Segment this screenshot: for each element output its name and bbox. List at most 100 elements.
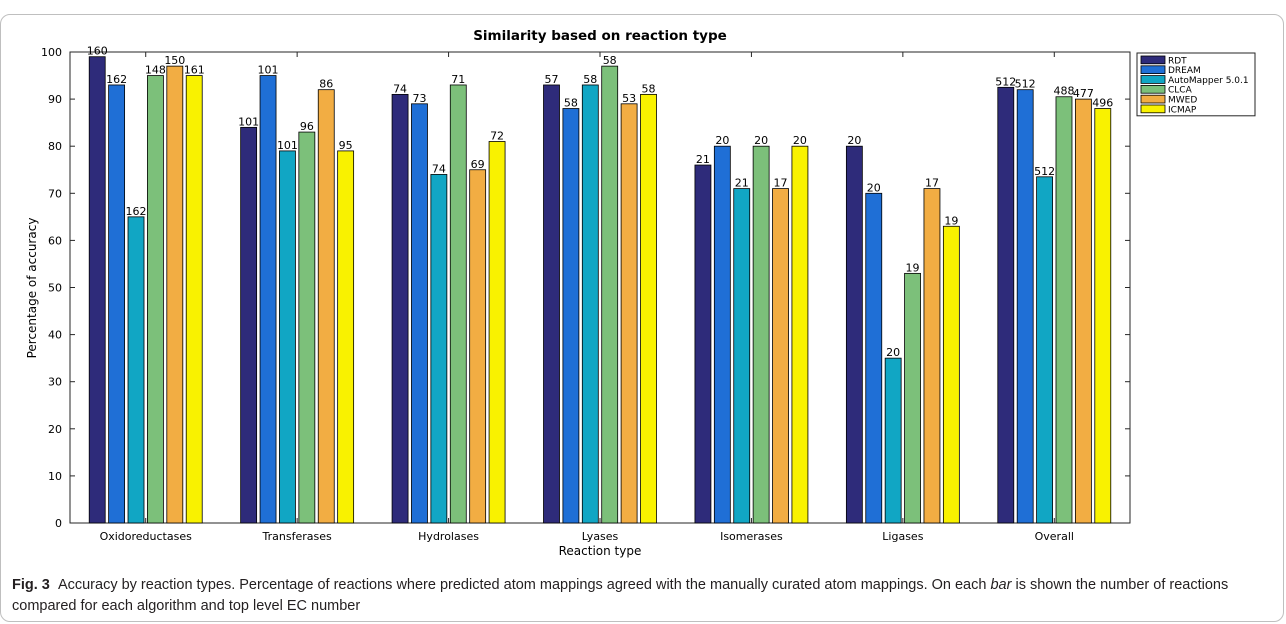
x-axis-label: Reaction type — [559, 544, 642, 558]
bar — [259, 75, 277, 524]
x-tick-label: Overall — [1035, 530, 1074, 543]
bar-data-label: 74 — [393, 82, 407, 95]
caption-text: Accuracy by reaction types. Percentage o… — [57, 577, 991, 593]
bar-data-label: 96 — [300, 120, 314, 133]
legend-entry-label: RDT — [1168, 56, 1187, 66]
caption-italic-word: bar — [990, 577, 1012, 593]
bar — [337, 150, 355, 524]
bar-data-label: 161 — [184, 64, 205, 77]
bar — [845, 145, 863, 524]
x-tick-label: Lyases — [582, 530, 619, 543]
bar — [147, 75, 164, 524]
bar — [601, 65, 619, 524]
legend-entry-label: AutoMapper 5.0.1 — [1168, 76, 1249, 86]
bar — [562, 108, 580, 524]
bar — [430, 174, 448, 524]
legend-swatch — [1140, 104, 1166, 114]
legend-swatch — [1140, 65, 1166, 75]
x-axis: Oxidoreductases Transferases Hydrolases Lya… — [100, 52, 1074, 543]
legend-swatch — [1140, 75, 1166, 84]
bar — [942, 225, 960, 524]
bar-labels: 1601621621481501611011011019686957473747… — [87, 45, 1114, 359]
bar — [865, 192, 883, 524]
bar — [88, 56, 106, 524]
bar — [317, 89, 335, 524]
bar-data-label: 20 — [754, 134, 768, 147]
bar-data-label: 160 — [87, 45, 108, 58]
bar — [449, 84, 467, 524]
bar — [108, 84, 126, 524]
bar — [752, 145, 770, 524]
bar — [1094, 108, 1112, 524]
legend-swatch — [1140, 85, 1166, 94]
caption-text-end: is shown the number of reactions compare… — [12, 577, 1229, 614]
bar — [469, 169, 487, 524]
bar — [185, 75, 203, 524]
bar — [694, 164, 712, 524]
y-tick-label: 10 — [48, 470, 62, 483]
bar — [1055, 96, 1073, 524]
bar — [1074, 98, 1092, 524]
bar — [543, 84, 560, 524]
bar — [127, 216, 145, 524]
bar-data-label: 512 — [995, 75, 1016, 88]
bar-data-label: 512 — [1015, 78, 1036, 91]
y-tick-label: 40 — [48, 329, 62, 342]
bar-data-label: 95 — [339, 139, 353, 152]
x-tick-label: Hydrolases — [418, 530, 479, 543]
legend-swatch — [1140, 55, 1166, 65]
y-axis: 0 10 20 30 40 50 60 70 80 90 100 — [41, 46, 1130, 530]
bar-data-label: 17 — [925, 177, 939, 190]
bar — [279, 150, 296, 524]
bar-data-label: 74 — [432, 162, 446, 175]
bar — [1016, 89, 1034, 524]
legend-swatch — [1140, 94, 1166, 104]
y-tick-label: 0 — [55, 517, 62, 530]
legend-entry-label: DREAM — [1168, 66, 1201, 76]
bar-data-label: 72 — [490, 129, 504, 142]
bar-data-label: 150 — [164, 54, 185, 67]
plot-area — [69, 51, 1131, 524]
bar-data-label: 19 — [944, 214, 958, 227]
bar — [391, 93, 409, 524]
y-tick-label: 90 — [48, 93, 62, 106]
bar-data-label: 101 — [277, 139, 298, 152]
y-tick-label: 50 — [48, 282, 62, 295]
bar — [997, 86, 1015, 524]
bar-data-label: 20 — [886, 346, 900, 359]
bar — [884, 357, 902, 524]
legend-entry-label: ICMAP — [1168, 105, 1197, 115]
bars — [88, 56, 1112, 524]
bar — [791, 145, 809, 524]
bar-data-label: 101 — [258, 64, 279, 77]
legend-entry-label: MWED — [1168, 96, 1197, 106]
bar — [620, 103, 638, 524]
bar-chart: Similarity based on reaction type Percen… — [25, 28, 1256, 558]
x-tick-label: Ligases — [882, 530, 923, 543]
bar-data-label: 73 — [412, 92, 426, 105]
legend-entry-label: CLCA — [1168, 86, 1193, 96]
y-tick-label: 30 — [48, 376, 62, 389]
bar-data-label: 19 — [906, 261, 920, 274]
y-axis-label: Percentage of accuracy — [25, 218, 39, 359]
bar-data-label: 101 — [238, 115, 259, 128]
y-tick-label: 20 — [48, 423, 62, 436]
caption-figure-label: Fig. 3 — [12, 577, 50, 593]
bar — [581, 84, 599, 524]
x-tick-label: Transferases — [262, 530, 332, 543]
bar-data-label: 17 — [774, 177, 788, 190]
bar-data-label: 162 — [126, 205, 147, 218]
chart-title: Similarity based on reaction type — [473, 28, 727, 44]
bar-data-label: 20 — [847, 134, 861, 147]
bar — [1036, 176, 1053, 524]
bar-data-label: 162 — [106, 73, 127, 86]
bar-data-label: 148 — [145, 64, 166, 77]
bar — [772, 188, 789, 524]
bar — [923, 188, 941, 524]
bar — [298, 131, 316, 524]
bar-data-label: 20 — [793, 134, 807, 147]
bar-data-label: 20 — [867, 181, 881, 194]
bar-data-label: 58 — [603, 54, 617, 67]
bar-data-label: 58 — [642, 82, 656, 95]
